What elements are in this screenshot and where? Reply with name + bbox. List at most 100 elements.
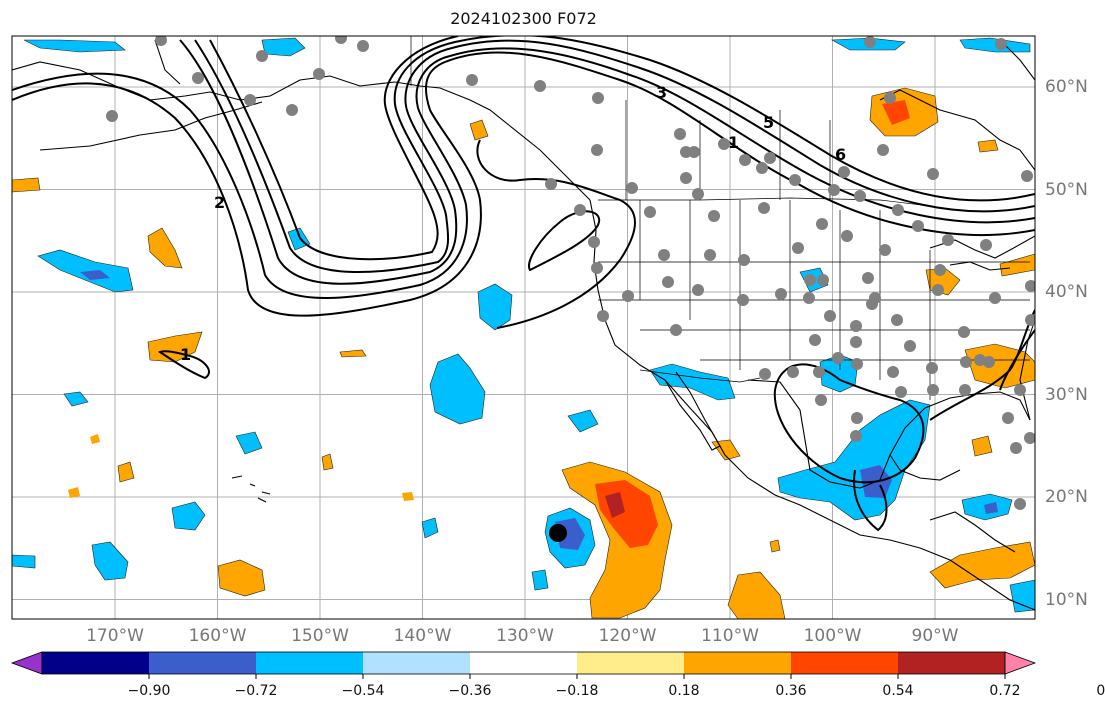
station-marker bbox=[816, 218, 828, 230]
station-marker bbox=[692, 188, 704, 200]
station-marker bbox=[989, 292, 1001, 304]
station-marker bbox=[680, 172, 692, 184]
station-marker bbox=[862, 272, 874, 284]
station-marker bbox=[1025, 280, 1035, 292]
station-marker bbox=[850, 320, 862, 332]
station-marker bbox=[1014, 384, 1026, 396]
contour-line bbox=[12, 51, 1035, 317]
station-marker bbox=[335, 36, 347, 44]
station-marker bbox=[662, 276, 674, 288]
negative-anomaly-region bbox=[23, 39, 126, 53]
station-marker bbox=[357, 40, 369, 52]
station-marker bbox=[887, 366, 899, 378]
country-border bbox=[598, 197, 931, 207]
station-marker bbox=[737, 294, 749, 306]
positive-anomaly-region bbox=[339, 349, 367, 358]
negative-anomaly-region bbox=[777, 399, 931, 521]
station-marker bbox=[932, 284, 944, 296]
positive-anomaly-region bbox=[117, 461, 135, 483]
station-marker bbox=[891, 314, 903, 326]
station-marker bbox=[995, 38, 1007, 50]
station-marker bbox=[534, 80, 546, 92]
positive-anomaly-region bbox=[929, 541, 1035, 589]
contour-label: 3 bbox=[656, 83, 667, 102]
coastline bbox=[747, 379, 1031, 489]
station-marker bbox=[738, 254, 750, 266]
negative-anomaly-region bbox=[567, 409, 599, 433]
station-marker bbox=[592, 92, 604, 104]
contour-lines bbox=[12, 36, 1035, 532]
station-marker bbox=[934, 264, 946, 276]
station-marker bbox=[1010, 442, 1022, 454]
positive-anomaly-region bbox=[727, 571, 786, 619]
station-marker bbox=[1024, 432, 1035, 444]
station-marker bbox=[692, 284, 704, 296]
positive-anomaly-region bbox=[217, 559, 266, 597]
contour-label: 5 bbox=[763, 113, 774, 132]
colorbar-swatch bbox=[256, 652, 364, 674]
latitude-label: 50°N bbox=[1045, 179, 1088, 200]
station-marker bbox=[813, 366, 825, 378]
station-marker bbox=[892, 204, 904, 216]
positive-anomaly-region bbox=[68, 487, 80, 498]
colorbar-swatch bbox=[684, 652, 792, 674]
station-marker bbox=[759, 368, 771, 380]
colorbar-tick-label: −0.54 bbox=[341, 683, 385, 699]
positive-anomaly-region bbox=[402, 492, 414, 501]
station-marker bbox=[817, 274, 829, 286]
station-marker bbox=[803, 292, 815, 304]
negative-anomaly-region bbox=[421, 517, 439, 539]
station-marker bbox=[912, 220, 924, 232]
longitude-label: 150°W bbox=[291, 626, 349, 646]
station-marker bbox=[869, 292, 881, 304]
station-marker bbox=[1002, 412, 1014, 424]
station-marker bbox=[854, 190, 866, 202]
contour-line bbox=[476, 139, 636, 329]
station-marker bbox=[670, 324, 682, 336]
positive-anomaly-region bbox=[999, 253, 1035, 277]
station-marker bbox=[850, 430, 862, 442]
colorbar-tick-label: 0.36 bbox=[775, 683, 807, 699]
colorbar-tick-label: −0.36 bbox=[448, 683, 492, 699]
colorbar-extend-max bbox=[1004, 651, 1037, 675]
station-marker bbox=[688, 146, 700, 158]
colorbar-swatch bbox=[898, 652, 1006, 674]
coastline bbox=[949, 261, 1011, 271]
colorbar-swatch bbox=[149, 652, 257, 674]
longitude-label: 110°W bbox=[701, 626, 759, 646]
contour-labels: 3 5 1 6 2 1 bbox=[180, 83, 846, 364]
station-marker bbox=[591, 262, 603, 274]
station-marker bbox=[622, 290, 634, 302]
contour-label: 1 bbox=[728, 133, 739, 152]
storm-center-marker bbox=[549, 524, 567, 542]
station-marker bbox=[789, 174, 801, 186]
positive-anomaly-region bbox=[90, 434, 100, 444]
station-marker bbox=[718, 138, 730, 150]
positive-anomaly-region bbox=[469, 119, 489, 141]
station-marker bbox=[588, 236, 600, 248]
map-title: 2024102300 F072 bbox=[450, 9, 597, 28]
colorbar-outline bbox=[41, 651, 1006, 675]
negative-anomaly-region bbox=[531, 569, 549, 591]
latitude-label: 30°N bbox=[1045, 384, 1088, 405]
colorbar-tick-label: −0.90 bbox=[127, 683, 171, 699]
longitude-label: 90°W bbox=[911, 626, 959, 646]
positive-anomaly-region bbox=[977, 139, 999, 153]
station-marker bbox=[244, 94, 256, 106]
station-marker bbox=[832, 352, 844, 364]
station-marker bbox=[904, 340, 916, 352]
coastline bbox=[664, 371, 721, 451]
latitude-label: 40°N bbox=[1045, 282, 1088, 302]
station-marker bbox=[851, 358, 863, 370]
station-marker bbox=[756, 162, 768, 174]
station-marker bbox=[466, 74, 478, 86]
station-marker bbox=[192, 72, 204, 84]
coastline bbox=[879, 89, 1035, 171]
colorbar-swatch bbox=[470, 652, 578, 674]
negative-anomaly-region bbox=[80, 270, 110, 280]
anomaly-shading bbox=[12, 37, 1035, 619]
station-marker bbox=[787, 366, 799, 378]
station-marker bbox=[644, 206, 656, 218]
positive-anomaly-region bbox=[321, 453, 334, 471]
